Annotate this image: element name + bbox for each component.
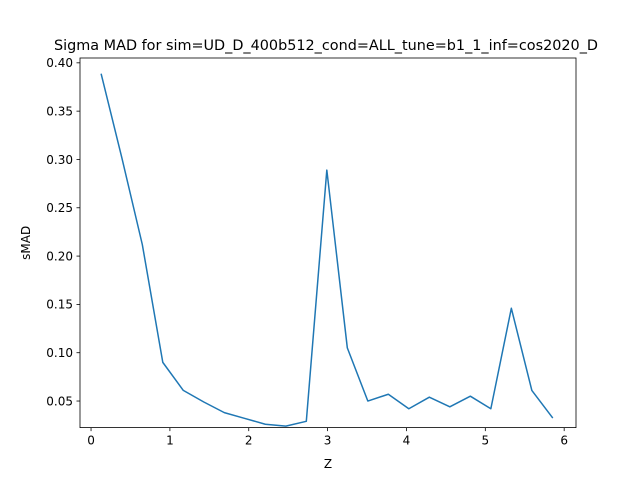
x-tick-label: 4 xyxy=(403,434,411,448)
y-axis-label: sMAD xyxy=(19,226,33,260)
y-tick-label: 0.15 xyxy=(46,298,73,312)
series-line-0 xyxy=(100,73,554,427)
y-tick-label: 0.40 xyxy=(46,56,73,70)
x-axis-ticks: 0 1 2 3 4 5 6 xyxy=(87,427,568,448)
y-tick-label: 0.25 xyxy=(46,201,73,215)
y-axis-ticks: 0.05 0.10 0.15 0.20 0.25 0.30 0.35 0.40 xyxy=(46,56,80,408)
y-tick-label: 0.35 xyxy=(46,104,73,118)
plot-area xyxy=(80,58,576,428)
axes-background xyxy=(80,58,576,428)
x-tick-label: 0 xyxy=(87,434,95,448)
y-tick-label: 0.30 xyxy=(46,153,73,167)
series-layer xyxy=(100,73,554,427)
x-tick-label: 3 xyxy=(324,434,332,448)
chart-title: Sigma MAD for sim=UD_D_400b512_cond=ALL_… xyxy=(54,38,598,54)
y-tick-label: 0.20 xyxy=(46,249,73,263)
x-tick-label: 2 xyxy=(245,434,253,448)
x-tick-label: 6 xyxy=(560,434,568,448)
x-tick-label: 1 xyxy=(166,434,174,448)
x-axis-label: Z xyxy=(324,457,332,471)
y-tick-label: 0.10 xyxy=(46,346,73,360)
y-tick-label: 0.05 xyxy=(46,394,73,408)
x-tick-label: 5 xyxy=(481,434,489,448)
